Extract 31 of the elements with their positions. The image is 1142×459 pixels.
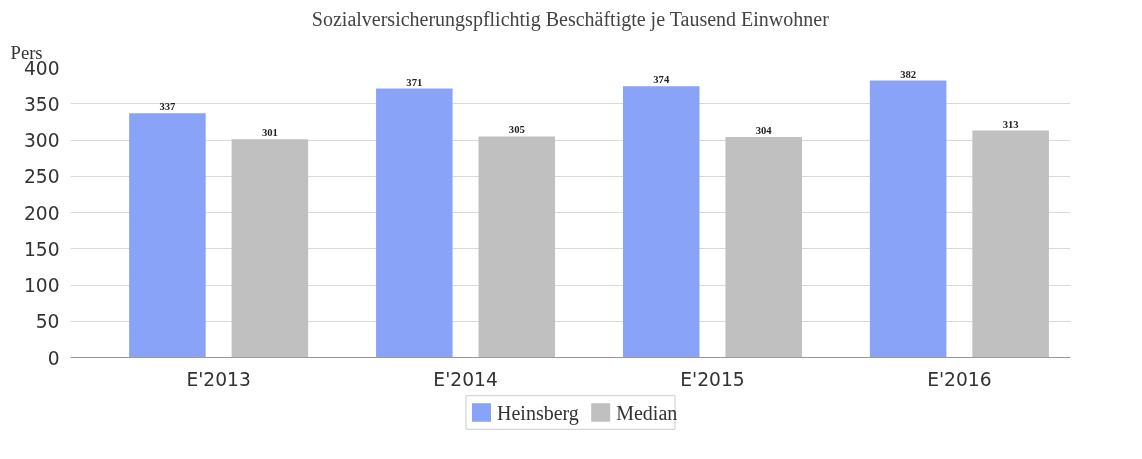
bar [376,88,453,358]
y-tick-label: 250 [23,166,60,188]
x-tick-label: E'2016 [927,368,992,390]
bar [129,113,206,358]
y-tick-label: 0 [47,347,60,369]
bar [972,130,1049,358]
data-label: 313 [1002,118,1019,130]
data-label: 374 [653,74,670,86]
y-tick-label: 200 [23,202,60,224]
bar [231,139,309,358]
y-tick-label: 300 [23,130,60,151]
y-tick-label: 50 [35,311,60,333]
data-label: 371 [406,76,423,88]
data-label: 304 [755,125,773,137]
y-tick-label: 150 [23,238,60,260]
y-tick-label: 100 [23,275,60,296]
x-tick-label: E'2015 [680,368,745,390]
data-label: 301 [261,127,278,139]
data-label: 337 [159,101,177,113]
x-tick-label: E'2013 [186,368,251,390]
x-tick-label: E'2014 [433,368,498,390]
bar [869,80,947,358]
data-label: 305 [508,124,525,136]
data-label: 382 [900,68,917,80]
bar [725,137,802,358]
y-tick-label: 350 [23,93,60,115]
bar [478,136,556,358]
legend-label: Heinsberg [497,401,579,425]
bar [622,86,700,358]
chart-title: Sozialversicherungspflichtig Beschäftigte je Tausend Einwohner [311,7,830,31]
legend-label: Median [616,401,678,424]
